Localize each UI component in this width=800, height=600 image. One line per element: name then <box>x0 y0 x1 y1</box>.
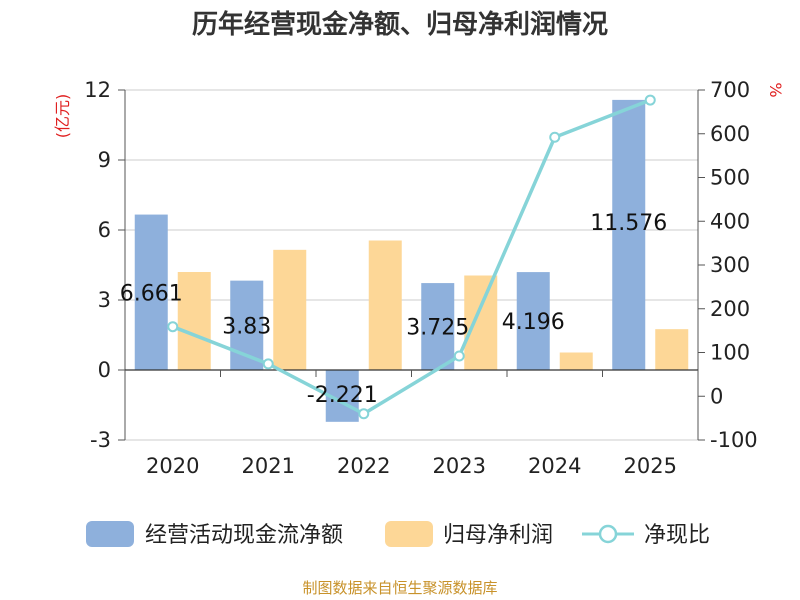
right-tick-label: 400 <box>710 209 750 233</box>
data-label-cashflow: 6.661 <box>120 281 183 306</box>
right-axis-unit: % <box>766 82 785 97</box>
left-tick-label: -3 <box>90 428 111 452</box>
bar-cashflow <box>421 283 455 370</box>
bar-profit <box>273 249 307 370</box>
bar-cashflow <box>134 214 168 370</box>
legend-swatch-cashflow <box>86 521 134 547</box>
right-tick-label: 0 <box>710 384 723 408</box>
legend-label-profit: 归母净利润 <box>443 523 553 548</box>
bar-profit <box>655 329 689 370</box>
right-tick-label: 600 <box>710 122 750 146</box>
bar-profit <box>368 240 402 370</box>
bar-cashflow <box>516 272 550 370</box>
x-tick-label: 2021 <box>242 454 295 478</box>
right-tick-label: 500 <box>710 166 750 190</box>
legend-label-ratio: 净现比 <box>644 523 710 548</box>
ratio-point <box>549 131 561 143</box>
x-tick-label: 2024 <box>528 454 581 478</box>
x-tick-label: 2025 <box>624 454 677 478</box>
ratio-point <box>453 350 465 362</box>
right-tick-label: 700 <box>710 78 750 102</box>
ratio-point <box>167 321 179 333</box>
bar-cashflow <box>612 99 646 370</box>
ratio-point <box>644 94 656 106</box>
legend-swatch-ratio-marker <box>598 524 618 544</box>
data-labels: 6.661 3.83 -2.221 3.725 4.196 11.576 <box>120 211 667 408</box>
ratio-line <box>167 94 656 420</box>
source-note: 制图数据来自恒生聚源数据库 <box>302 579 497 597</box>
ratio-polyline <box>172 98 651 416</box>
right-tick-label: 100 <box>710 341 750 365</box>
legend-swatch-profit <box>385 521 433 547</box>
left-tick-label: 9 <box>98 148 111 172</box>
right-tick-label: -100 <box>710 428 758 452</box>
x-tick-label: 2020 <box>146 454 199 478</box>
right-tick-label: 200 <box>710 297 750 321</box>
bar-profit <box>464 275 498 370</box>
data-label-cashflow: 3.725 <box>406 316 469 341</box>
x-tick-label: 2022 <box>337 454 390 478</box>
data-label-cashflow: 11.576 <box>590 211 667 236</box>
axes: -3 0 3 6 9 12 -100 0 100 200 300 400 500 600 700 2020 20… <box>84 78 757 478</box>
data-label-cashflow: 4.196 <box>502 310 565 335</box>
legend: 经营活动现金流净额 归母净利润 净现比 <box>86 521 710 548</box>
left-tick-label: 12 <box>84 78 111 102</box>
chart-title: 历年经营现金净额、归母净利润情况 <box>192 9 608 40</box>
bar-profit <box>177 272 211 370</box>
x-tick-label: 2023 <box>433 454 486 478</box>
left-tick-label: 0 <box>98 358 111 382</box>
grid-lines <box>125 89 698 441</box>
bars <box>134 99 689 422</box>
bar-profit <box>559 352 593 370</box>
data-label-cashflow: -2.221 <box>307 383 378 408</box>
ratio-point <box>358 408 370 420</box>
left-tick-label: 6 <box>98 218 111 242</box>
ratio-point <box>262 358 274 370</box>
left-axis-unit: (亿元) <box>53 94 72 139</box>
right-tick-label: 300 <box>710 253 750 277</box>
legend-label-cashflow: 经营活动现金流净额 <box>145 523 343 548</box>
left-tick-label: 3 <box>98 288 111 312</box>
data-label-cashflow: 3.83 <box>222 314 271 339</box>
